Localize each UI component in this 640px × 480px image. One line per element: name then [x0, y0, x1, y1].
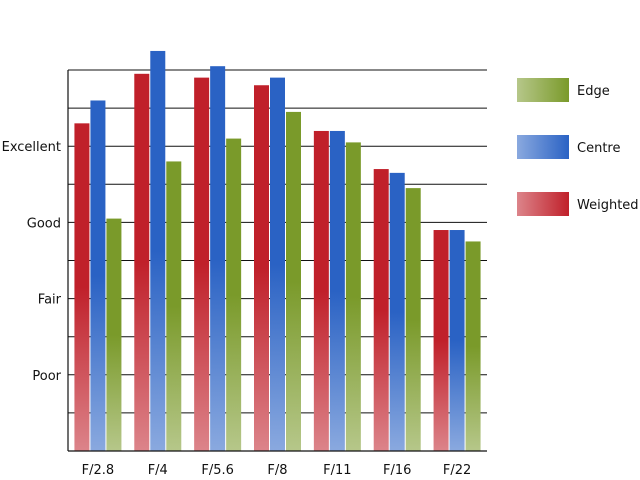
x-tick-label: F/11: [323, 463, 351, 478]
legend-swatch-centre: [517, 135, 569, 159]
bar-edge-3: [286, 111, 301, 451]
legend-label-centre: Centre: [577, 141, 620, 156]
bar-weighted-4: [313, 130, 329, 451]
bar-centre-6: [449, 230, 465, 451]
x-tick-label: F/4: [148, 463, 168, 478]
bar-centre-1: [150, 50, 166, 451]
axes: [67, 70, 487, 452]
bar-edge-4: [345, 142, 361, 451]
legend-swatch-weighted: [517, 192, 569, 216]
bar-edge-0: [106, 218, 122, 451]
bar-centre-2: [210, 66, 226, 451]
y-tick-label: Fair: [38, 293, 62, 308]
x-tick-label: F/5.6: [201, 463, 234, 478]
bar-edge-2: [226, 138, 242, 451]
x-tick-label: F/16: [383, 463, 411, 478]
bar-centre-0: [90, 100, 106, 451]
bar-weighted-2: [194, 77, 210, 452]
bar-weighted-5: [373, 169, 389, 451]
bar-edge-1: [166, 161, 182, 451]
y-tick-labels: Poor Fair Good Excellent: [2, 140, 62, 384]
bar-centre-5: [389, 172, 405, 451]
bar-weighted-1: [134, 73, 150, 451]
legend-label-weighted: Weighted: [577, 198, 639, 213]
x-tick-label: F/8: [267, 463, 287, 478]
x-tick-label: F/2.8: [82, 463, 115, 478]
x-tick-label: F/22: [443, 463, 471, 478]
bar-centre-4: [329, 130, 345, 451]
x-category-labels: F/2.8 F/4 F/5.6 F/8 F/11 F/16 F/22: [82, 463, 472, 478]
legend-swatch-edge: [517, 78, 569, 102]
bar-weighted-0: [74, 123, 90, 451]
y-tick-label: Poor: [32, 369, 61, 384]
bar-edge-5: [405, 188, 421, 452]
bar-weighted-3: [254, 85, 269, 452]
y-tick-label: Good: [27, 216, 61, 231]
bar-edge-6: [465, 241, 481, 451]
bar-weighted-6: [433, 230, 449, 451]
bars: [74, 50, 481, 452]
legend-label-edge: Edge: [577, 84, 610, 99]
y-tick-label: Excellent: [2, 140, 61, 155]
bar-centre-3: [270, 77, 285, 452]
legend: Edge Centre Weighted: [517, 78, 639, 216]
